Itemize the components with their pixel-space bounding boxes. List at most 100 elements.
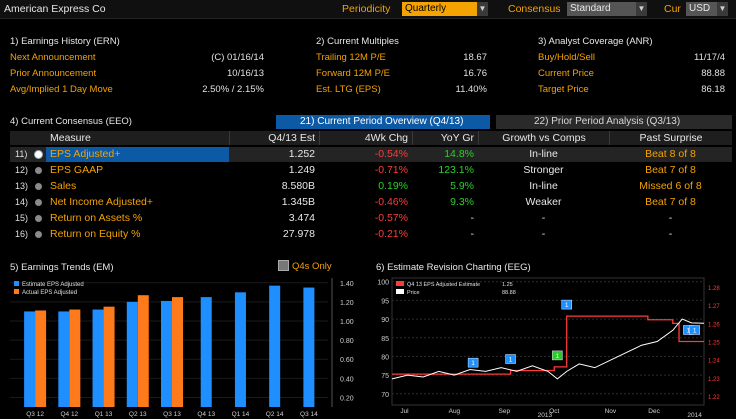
row-number: 13) <box>15 181 29 191</box>
estimate-value: 27.978 <box>282 228 315 240</box>
measure-label[interactable]: Net Income Adjusted+ <box>50 196 154 208</box>
left-y-tick-label: 100 <box>377 280 389 287</box>
revision-marker-label: 1 <box>471 360 475 367</box>
table-header <box>10 131 732 145</box>
earnings-history-title[interactable]: 1) Earnings History (ERN) <box>10 36 120 47</box>
revision-marker-label: 1 <box>687 328 691 335</box>
legend-value: 1.25 <box>502 282 513 288</box>
four-week-change-value: -0.46% <box>374 196 408 208</box>
row-radio-button[interactable] <box>35 231 42 238</box>
x-tick-label: 2014 <box>687 412 702 419</box>
col-header-estimate[interactable]: Q4/13 Est <box>229 131 319 145</box>
x-tick-label: Q2 13 <box>129 411 147 418</box>
tab-prior-period[interactable]: 22) Prior Period Analysis (Q3/13) <box>496 115 732 129</box>
row-radio-button[interactable] <box>35 151 42 158</box>
bar <box>303 287 315 407</box>
row-number: 12) <box>15 165 29 175</box>
x-tick-label: Q4 13 <box>197 411 215 418</box>
q4-only-checkbox[interactable] <box>278 260 289 271</box>
current-multiples-title: 2) Current Multiples <box>316 36 399 47</box>
row-radio-button[interactable] <box>35 199 42 206</box>
analyst-coverage-title[interactable]: 3) Analyst Coverage (ANR) <box>538 36 653 47</box>
bar <box>234 292 246 407</box>
bar <box>172 297 183 407</box>
measure-label[interactable]: Sales <box>50 180 77 192</box>
earnings-trends-title[interactable]: 5) Earnings Trends (EM) <box>10 262 114 273</box>
bar <box>161 300 172 407</box>
right-y-tick-label: 1.22 <box>708 395 720 401</box>
forward-pe-label: Forward 12M P/E <box>316 68 390 79</box>
forward-pe-value: 16.76 <box>463 68 487 79</box>
legend-label: Actual EPS Adjusted <box>22 290 77 296</box>
tab-current-period[interactable]: 21) Current Period Overview (Q4/13) <box>276 115 490 129</box>
left-y-tick-label: 70 <box>381 392 389 399</box>
col-header-4wk-chg[interactable]: 4Wk Chg <box>319 131 412 145</box>
revision-marker-label: 1 <box>556 353 560 360</box>
row-radio-button[interactable] <box>35 183 42 190</box>
legend-swatch <box>396 289 404 294</box>
revision-marker <box>689 325 700 335</box>
growth-vs-comps-value: - <box>541 212 546 224</box>
x-tick-label: Nov <box>605 408 617 415</box>
periodicity-dropdown[interactable]: Quarterly ▼ <box>402 2 488 16</box>
legend-swatch <box>14 289 19 294</box>
legend-label: Price <box>407 290 420 296</box>
growth-vs-comps-value: Stronger <box>523 164 564 176</box>
row-radio-button[interactable] <box>35 167 42 174</box>
left-y-tick-label: 85 <box>381 336 389 343</box>
legend-value: 88.88 <box>502 290 516 296</box>
col-header-past-surprise[interactable]: Past Surprise <box>609 131 732 145</box>
col-header-growth-vs-comps[interactable]: Growth vs Comps <box>478 131 609 145</box>
yoy-growth-value: 14.8% <box>444 148 474 160</box>
growth-vs-comps-value: In-line <box>529 180 558 192</box>
avg-implied-move-label: Avg/Implied 1 Day Move <box>10 84 113 95</box>
x-tick-label: Q1 13 <box>95 411 113 418</box>
price-line <box>391 318 705 380</box>
x-tick-label: Sep <box>499 408 511 415</box>
y-tick-label: 0.40 <box>340 376 354 383</box>
x-tick-label: Q1 14 <box>232 411 250 418</box>
measure-label[interactable]: Return on Assets % <box>50 212 143 224</box>
consensus-dropdown[interactable]: Standard ▼ <box>567 2 647 16</box>
revision-marker <box>561 299 572 310</box>
x-tick-label: 2013 <box>538 412 553 419</box>
left-y-tick-label: 95 <box>381 298 389 305</box>
chevron-down-icon: ▼ <box>636 2 647 16</box>
consensus-value: Standard <box>570 3 611 14</box>
prior-announcement-value: 10/16/13 <box>227 68 264 79</box>
past-surprise-value: - <box>668 212 673 224</box>
estimate-line <box>392 315 704 375</box>
growth-vs-comps-value: - <box>541 228 546 240</box>
prior-announcement-label: Prior Announcement <box>10 68 97 79</box>
revision-marker-label: 1 <box>509 357 513 364</box>
current-consensus-title[interactable]: 4) Current Consensus (EEO) <box>10 116 132 127</box>
current-price-value: 88.88 <box>701 68 725 79</box>
periodicity-label: Periodicity <box>342 3 391 15</box>
est-ltg-label: Est. LTG (EPS) <box>316 84 381 95</box>
estimate-revision-title[interactable]: 6) Estimate Revision Charting (EEG) <box>376 262 531 273</box>
col-header-yoy-gr[interactable]: YoY Gr <box>412 131 478 145</box>
x-tick-label: Dec <box>648 408 660 415</box>
y-tick-label: 0.60 <box>340 357 354 364</box>
row-number: 16) <box>15 229 29 239</box>
right-y-tick-label: 1.26 <box>708 322 720 328</box>
bar <box>103 306 115 407</box>
earnings-trends-chart: 0.20 0.40 0.60 0.80 1.00 1.20 1.40 Q3 12 Q4 12 Q1… <box>10 278 354 418</box>
left-y-tick-label: 75 <box>381 373 389 380</box>
past-surprise-value: Beat 8 of 8 <box>645 148 696 160</box>
measure-label[interactable]: EPS GAAP <box>50 164 104 176</box>
estimate-revision-chart: 70 75 80 85 90 95 100 1.22 1.23 1.24 1.25 1.26 1.27 1… <box>377 277 720 419</box>
past-surprise-value: Missed 6 of 8 <box>639 180 702 192</box>
four-week-change-value: -0.21% <box>374 228 408 240</box>
est-ltg-value: 11.40% <box>455 84 487 95</box>
measure-label[interactable]: Return on Equity % <box>50 228 141 240</box>
currency-dropdown[interactable]: USD ▼ <box>686 2 728 16</box>
revision-marker <box>552 350 563 361</box>
chevron-down-icon: ▼ <box>477 2 488 16</box>
estimate-value: 1.345B <box>281 196 315 208</box>
col-header-measure[interactable]: Measure <box>50 132 91 144</box>
measure-label[interactable]: EPS Adjusted+ <box>50 148 121 160</box>
plot-area <box>391 277 705 406</box>
x-tick-label: Q3 14 <box>300 411 318 418</box>
row-radio-button[interactable] <box>35 215 42 222</box>
